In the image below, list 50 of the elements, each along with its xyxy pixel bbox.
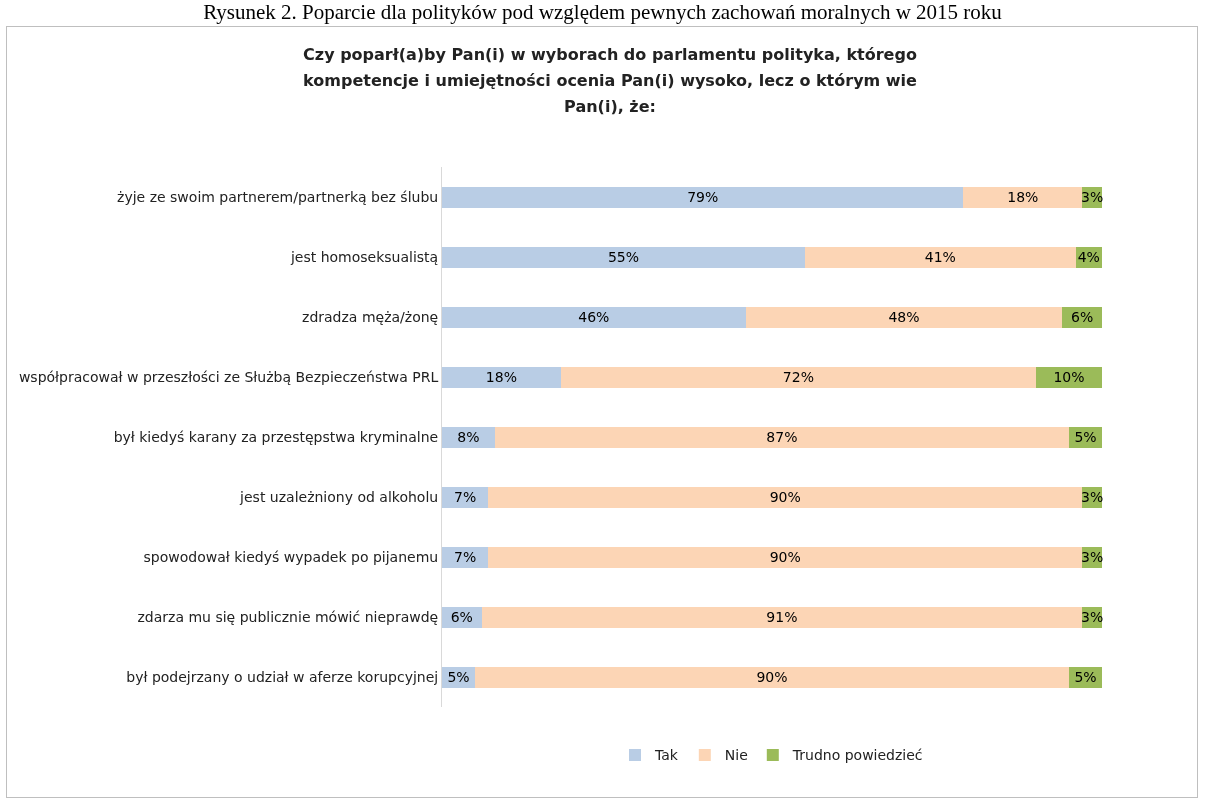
bar — [475, 666, 1069, 688]
data-label: 4% — [1077, 249, 1100, 265]
y-tick-label: żyje ze swoim partnerem/partnerką bez ślubu — [117, 188, 439, 205]
data-label: 87% — [766, 429, 798, 445]
data-label: 90% — [756, 669, 788, 685]
data-label: 10% — [1053, 369, 1085, 385]
data-label: 48% — [888, 309, 920, 325]
bar — [442, 246, 805, 268]
bar — [494, 426, 1069, 448]
y-tick-label: współpracował w przeszłości ze Służbą Bezpieczeństwa PRL — [18, 368, 439, 385]
y-tick-label: był podejrzany o udział w aferze korupcyjnej — [126, 668, 439, 685]
y-tick-label: zdradza męża/żonę — [302, 308, 439, 325]
data-label: 7% — [453, 489, 477, 505]
y-tick-label: zdarza mu się publicznie mówić nieprawdę — [137, 608, 439, 625]
y-tick-label: jest uzależniony od alkoholu — [239, 488, 439, 505]
chart-subtitle: Czy poparł(a)by Pan(i) w wyborach do parlamentu polityka, którego kompetencje i umiejętności ocenia Pan(i) wysoko, lecz o którym wie Pan(i), że: — [302, 44, 918, 118]
y-tick-label: spowodował kiedyś wypadek po pijanemu — [143, 548, 439, 565]
data-label: 18% — [485, 369, 517, 385]
bar — [488, 486, 1083, 508]
bar — [560, 366, 1036, 388]
bar — [745, 306, 1063, 328]
bar — [442, 366, 561, 388]
bar — [481, 606, 1083, 628]
data-label: 55% — [607, 249, 640, 265]
data-label: 6% — [1071, 309, 1094, 325]
data-label: 5% — [447, 669, 470, 685]
data-label: 6% — [450, 609, 473, 625]
data-label: 46% — [578, 309, 610, 325]
data-label: 5% — [1074, 669, 1097, 685]
data-label: 8% — [457, 429, 480, 445]
legend-label: Nie — [724, 747, 748, 764]
data-label: 7% — [453, 549, 477, 565]
bar — [805, 246, 1076, 268]
data-label: 90% — [769, 489, 801, 505]
data-label: 79% — [687, 189, 719, 205]
y-tick-label: był kiedyś karany za przestępstwa kryminalne — [113, 428, 439, 445]
bar — [442, 186, 964, 208]
y-tick-label: jest homoseksualistą — [289, 248, 439, 265]
data-label: 72% — [782, 369, 814, 385]
data-label: 41% — [924, 249, 956, 265]
bar — [963, 186, 1083, 208]
data-label: 5% — [1074, 429, 1097, 445]
data-label: 90% — [769, 549, 801, 565]
data-label: 18% — [1007, 189, 1039, 205]
data-label: 91% — [766, 609, 798, 625]
legend-label: Tak — [654, 747, 679, 764]
legend-label: Trudno powiedzieć — [791, 747, 923, 764]
chart-title: Rysunek 2. Poparcie dla polityków pod względem pewnych zachowań moralnych w 2015 roku — [202, 0, 1003, 24]
bar — [488, 546, 1083, 568]
bar — [442, 306, 746, 328]
